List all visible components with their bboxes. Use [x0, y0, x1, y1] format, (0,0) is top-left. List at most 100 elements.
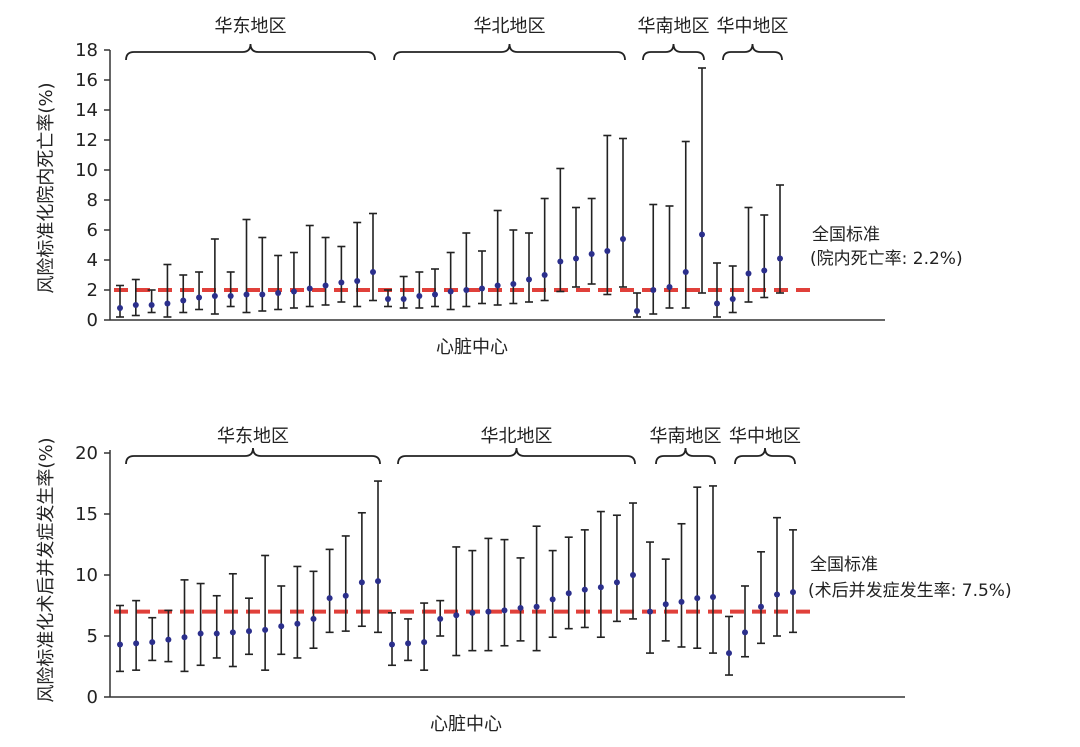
center-point — [510, 281, 517, 287]
center-point — [294, 620, 301, 627]
y-tick-label: 2 — [87, 280, 98, 301]
center-point — [485, 608, 492, 615]
mortality-region-braces: 华东地区 华北地区 华南地区 华中地区 — [125, 16, 789, 61]
center-point — [745, 270, 752, 277]
center-point — [259, 291, 266, 298]
mortality-y-ticks: 0 2 4 6 8 10 12 14 16 18 — [75, 40, 110, 331]
center-point — [117, 305, 123, 311]
center-point — [149, 639, 156, 646]
complication-y-axis-title: 风险标准化术后并发症发生率(%) — [36, 437, 57, 702]
center-point — [726, 650, 732, 657]
center-point — [326, 595, 333, 602]
region-label: 华中地区 — [717, 16, 789, 37]
center-point — [213, 630, 220, 637]
region-brace — [397, 447, 636, 465]
region-brace — [125, 43, 376, 61]
center-point — [354, 278, 361, 284]
center-point — [694, 595, 701, 602]
center-point — [710, 593, 716, 600]
center-point — [630, 572, 636, 578]
center-point — [588, 251, 595, 257]
y-tick-label: 0 — [87, 310, 98, 331]
center-point — [290, 288, 297, 295]
region-brace — [642, 43, 705, 61]
center-point — [229, 629, 236, 636]
center-point — [620, 236, 626, 242]
center-point — [338, 279, 345, 286]
center-point — [385, 296, 391, 302]
center-point — [133, 640, 140, 647]
y-tick-label: 10 — [75, 565, 98, 586]
center-point — [437, 615, 444, 622]
center-point — [180, 297, 187, 304]
center-point — [469, 609, 476, 616]
center-point — [494, 282, 501, 289]
center-point — [777, 255, 783, 262]
center-point — [650, 287, 657, 293]
center-point — [634, 308, 640, 314]
center-point — [400, 296, 407, 302]
y-tick-label: 15 — [75, 504, 98, 525]
center-point — [541, 272, 548, 278]
center-point — [761, 267, 768, 274]
center-point — [148, 302, 155, 308]
center-point — [432, 291, 438, 298]
center-point — [342, 592, 349, 599]
center-point — [211, 293, 218, 299]
center-point — [132, 302, 139, 308]
complication-region-braces: 华东地区 华北地区 华南地区 华中地区 — [125, 426, 801, 465]
center-point — [573, 255, 579, 262]
center-point — [597, 584, 604, 591]
center-point — [165, 636, 172, 643]
center-point — [581, 586, 588, 593]
center-point — [666, 284, 673, 290]
center-point — [613, 579, 620, 586]
complication-error-bars — [116, 480, 797, 676]
center-point — [243, 291, 250, 298]
region-brace — [734, 447, 796, 465]
complication-chart: 0 5 10 15 20 华东地区 华北地区 华南地区 华中地区 风险标准化术后并发症发生率(… — [36, 426, 1012, 735]
y-tick-label: 12 — [75, 130, 98, 151]
y-tick-label: 5 — [87, 626, 98, 647]
center-point — [375, 578, 381, 585]
mortality-error-bars — [116, 67, 784, 318]
center-point — [416, 293, 423, 299]
y-tick-label: 6 — [87, 220, 98, 241]
y-tick-label: 4 — [87, 250, 98, 271]
center-point — [790, 589, 796, 596]
center-point — [662, 601, 669, 608]
center-point — [517, 604, 524, 611]
mortality-x-axis-title: 心脏中心 — [436, 337, 508, 358]
center-point — [647, 608, 653, 615]
region-brace — [393, 43, 626, 61]
region-label: 华东地区 — [215, 16, 287, 37]
center-point — [533, 603, 540, 610]
center-point — [275, 290, 282, 296]
center-point — [758, 603, 764, 610]
region-label: 华中地区 — [729, 426, 801, 447]
mortality-standard-label: 全国标准 — [812, 225, 880, 245]
center-point — [389, 641, 395, 648]
y-tick-label: 18 — [75, 40, 98, 61]
y-tick-label: 20 — [75, 443, 98, 464]
complication-y-ticks: 0 5 10 15 20 — [75, 443, 110, 708]
region-brace — [655, 447, 716, 465]
center-point — [164, 300, 171, 307]
y-tick-label: 8 — [87, 190, 98, 211]
center-point — [742, 629, 748, 636]
complication-standard-label: 全国标准 — [810, 555, 878, 575]
center-point — [306, 285, 313, 292]
region-label: 华东地区 — [217, 426, 289, 447]
region-label: 华南地区 — [650, 426, 722, 447]
center-point — [479, 285, 485, 292]
center-point — [421, 639, 428, 646]
center-point — [604, 248, 611, 254]
mortality-chart: 0 2 4 6 8 10 12 14 16 18 华东地区 华北地区 华南地区 华中地区 风险标准化院内… — [36, 16, 963, 358]
center-point — [310, 615, 317, 622]
center-point — [262, 626, 269, 633]
region-label: 华南地区 — [638, 16, 710, 37]
center-point — [447, 288, 454, 295]
complication-standard-value: (术后并发症发生率: 7.5%) — [808, 581, 1012, 601]
y-tick-label: 16 — [75, 70, 98, 91]
center-point — [714, 300, 720, 307]
